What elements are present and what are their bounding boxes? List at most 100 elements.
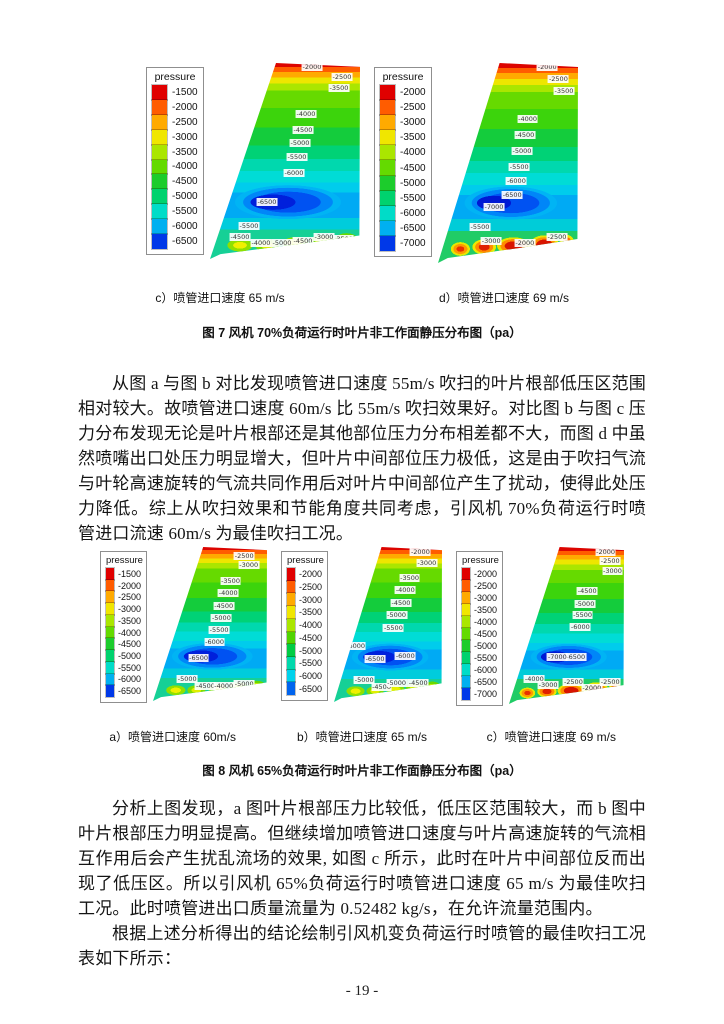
legend-entry: -1500	[151, 84, 198, 101]
contour-label: -3000	[602, 566, 623, 575]
legend-value: -7000	[473, 689, 497, 699]
figure7-row: pressure -1500 -2000 -2500 -3000 -3500 -4000-…	[78, 63, 646, 263]
pressure-contour-fig8-c: -2000 -2500 -3000 -4500 -5000 -5500 -6000 -6500…	[509, 547, 624, 704]
legend-entry: -6000	[379, 204, 426, 222]
contour-label: -6000	[569, 623, 591, 632]
contour-label: -5500	[572, 610, 594, 619]
pressure-contour-fig7-d: -2000 -2500 -3500 -4000 -4500 -5000 -5500 -6000…	[438, 63, 578, 263]
contour-label: -6000	[204, 638, 225, 647]
subcaption-fig7-c: c）喷管进口速度 65 m/s	[155, 291, 285, 305]
legend-color-swatch	[379, 83, 396, 102]
contour-label: -2000	[301, 62, 323, 71]
legend-value: -3000	[298, 594, 322, 605]
contour-plot-fig8-b: -2000 -3000 -3500 -4000 -4500 -5000 -5500 -6000…	[334, 547, 442, 702]
contour-label: -2000	[514, 239, 536, 247]
contour-label: -4500	[407, 679, 429, 688]
contour-label: -4000	[394, 586, 416, 595]
contour-label: -4000	[523, 674, 545, 683]
legend-rows: -2000 -2500 -3000 -3500 -4000 -4500 -5000 -5500…	[379, 83, 426, 253]
legend-rows: -2000 -2500 -3000 -3500 -4000 -4500 -5000 -5500…	[286, 567, 322, 697]
contour-label: -5500	[508, 163, 530, 171]
contour-label: -2000	[581, 684, 603, 693]
legend-value: -6500	[473, 677, 497, 687]
legend-value: -5500	[298, 658, 322, 669]
legend-color-swatch	[105, 613, 115, 628]
legend-entry: -5000	[105, 649, 141, 663]
legend-value: -4000	[473, 617, 497, 627]
figure7-plot-c-group: pressure -1500 -2000 -2500 -3000 -3500 -4000-…	[146, 63, 360, 259]
legend-entry: -6000	[151, 218, 198, 236]
legend-color-swatch	[379, 159, 396, 177]
legend-value: -6000	[172, 221, 198, 233]
contour-label: -3500	[328, 84, 350, 93]
legend-value: -6000	[117, 674, 141, 685]
legend-entry: -3500	[379, 129, 426, 147]
subcaption-fig8-c: c）喷管进口速度 69 m/s	[486, 730, 616, 744]
contour-label: -2500	[546, 233, 568, 241]
contour-label: -6000	[345, 642, 367, 651]
contour-label: -4500	[229, 233, 251, 242]
legend-color-swatch	[151, 188, 168, 206]
figure-8: pressure -1500 -2000 -2500 -3000 -3500 -4000-…	[78, 547, 646, 779]
contour-label: -2000	[409, 547, 431, 556]
legend-value: -2000	[400, 87, 426, 99]
legend-color-swatch	[461, 591, 471, 605]
figure7-plot-d-group: pressure -2000 -2500 -3000 -3500 -4000 -4500-…	[374, 63, 578, 263]
legend-entry: -4500	[379, 159, 426, 177]
legend-color-swatch	[379, 144, 396, 162]
legend-value: -5000	[172, 191, 198, 203]
contour-label: -5500	[286, 153, 308, 162]
contour-plot-fig7-d: -2000 -2500 -3500 -4000 -4500 -5000 -5500 -6000…	[438, 63, 578, 263]
legend-value: -6500	[400, 222, 426, 234]
contour-label: -6000	[394, 651, 416, 660]
legend-value: -5000	[473, 641, 497, 651]
contour-plot-fig8-a: -2500 -3000 -3500 -4000 -4500 -5000 -5500 -6000…	[153, 547, 267, 701]
legend-value: -6000	[473, 665, 497, 675]
legend-value: -4000	[298, 620, 322, 631]
legend-value: -2000	[298, 569, 322, 580]
legend-color-swatch	[379, 99, 396, 117]
contour-label: -5000	[271, 239, 293, 248]
page-number: - 19 -	[345, 983, 379, 999]
legend-value: -3500	[298, 607, 322, 618]
subcaption-fig8-b: b）喷管进口速度 65 m/s	[296, 730, 427, 744]
legend-entry: -2000	[461, 567, 497, 581]
contour-label: -4500	[514, 131, 536, 139]
legend-value: -3000	[172, 131, 198, 143]
legend-color-swatch	[461, 663, 471, 677]
legend-color-swatch	[379, 189, 396, 207]
figure8-subcaptions: a）喷管进口速度 60m/s b）喷管进口速度 65 m/s c）喷管进口速度 …	[78, 728, 646, 745]
contour-label: -5500	[238, 221, 260, 230]
legend-value: -2500	[298, 582, 322, 593]
contour-label: -5000	[210, 613, 232, 622]
legend-color-swatch	[379, 219, 396, 237]
legend-entry: -7000	[379, 234, 426, 253]
contour-label: -6500	[188, 653, 210, 662]
legend-value: -4000	[172, 161, 198, 173]
contour-label: -3500	[399, 574, 421, 582]
legend-color-swatch	[105, 602, 115, 616]
legend-value: -4500	[400, 162, 426, 174]
contour-label: -2500	[233, 552, 255, 561]
legend-entry: -6500	[461, 675, 497, 689]
legend-entry: -2500	[286, 579, 322, 595]
legend-value: -4000	[400, 147, 426, 159]
legend-rows: -1500 -2000 -2500 -3000 -3500 -4000 -4500 -5000…	[105, 567, 141, 699]
legend-color-swatch	[105, 590, 115, 605]
legend-entry: -5500	[105, 660, 141, 675]
legend-value: -5500	[400, 192, 426, 204]
legend-entry: -5000	[286, 643, 322, 658]
contour-plot-fig7-c: -2000 -2500 -3500 -4000 -4500 -5000 -5500 -6000…	[210, 63, 360, 259]
contour-label: -3000	[416, 558, 438, 567]
contour-label: -2500	[599, 557, 621, 566]
legend-entry: -2000	[379, 83, 426, 102]
legend-color-swatch	[379, 174, 396, 192]
contour-label: -6500	[364, 654, 386, 663]
legend-title: pressure	[382, 71, 424, 83]
legend-entry: -3500	[105, 613, 141, 628]
paragraph-2: 分析上图发现，a 图叶片根部压力比较低，低压区范围较大，而 b 图中叶片根部压力…	[78, 799, 646, 918]
legend-entry: -1500	[105, 567, 141, 581]
legend-color-swatch	[461, 615, 471, 629]
contour-label: -4500	[213, 601, 235, 610]
legend-color-swatch	[105, 684, 115, 699]
